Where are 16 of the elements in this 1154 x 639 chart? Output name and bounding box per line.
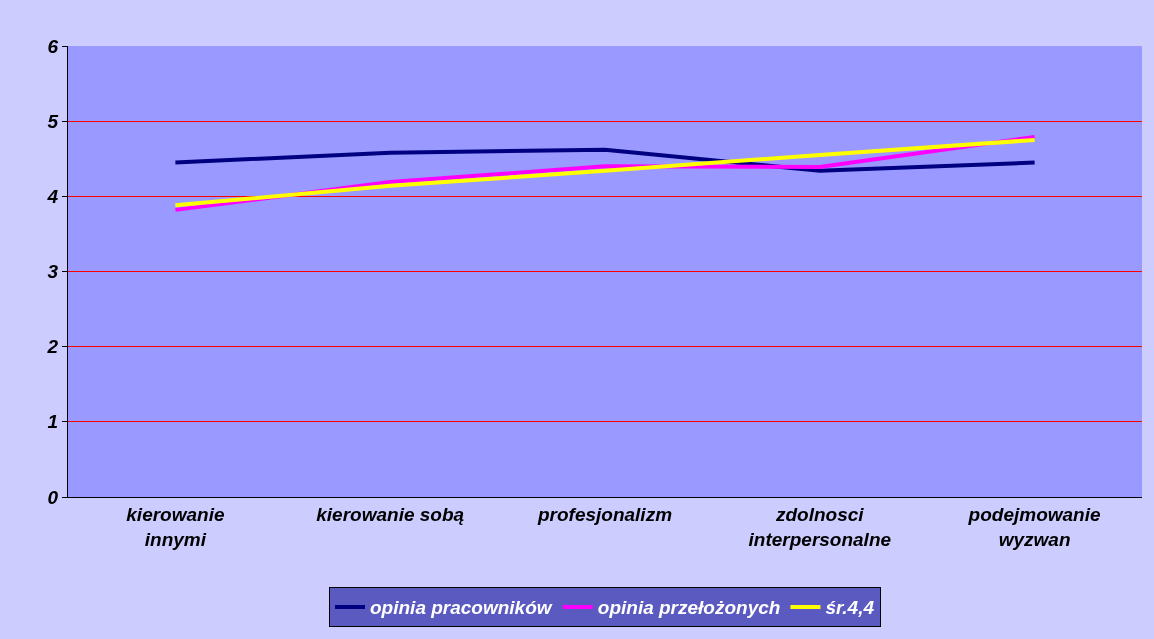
y-tick-label: 6 xyxy=(47,35,59,57)
x-tick-label: kierowanie innymi xyxy=(126,503,225,550)
y-tick-label: 0 xyxy=(47,486,59,508)
y-tick-label: 2 xyxy=(46,336,59,358)
legend-label: opinia przełożonych xyxy=(597,597,781,619)
y-tick-label: 5 xyxy=(47,110,59,132)
x-tick-label: podejmowanie wyzwan xyxy=(967,503,1102,550)
x-tick-label: zdolnosci interpersonalne xyxy=(748,503,892,550)
x-tick-label: profesjonalizm xyxy=(536,503,673,525)
y-tick-label: 1 xyxy=(47,411,59,433)
legend-label: opinia pracowników xyxy=(370,597,553,619)
x-tick-label: kierowanie sobą xyxy=(316,503,465,525)
legend-label: śr.4,4 xyxy=(825,597,875,619)
y-tick-label: 4 xyxy=(46,185,59,207)
y-tick-label: 3 xyxy=(47,261,59,283)
line-series xyxy=(173,147,1037,173)
